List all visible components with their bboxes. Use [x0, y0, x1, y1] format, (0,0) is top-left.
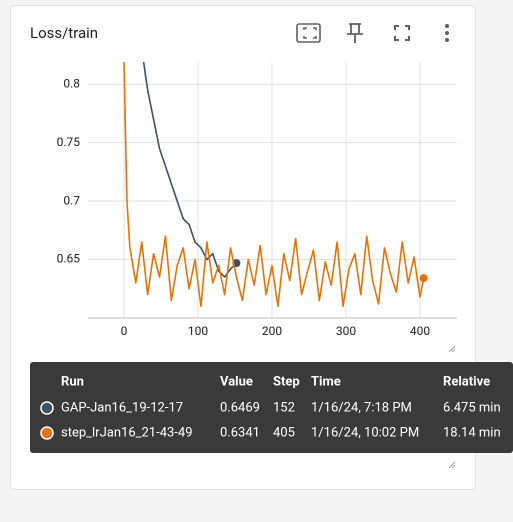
x-tick-label: 0: [121, 324, 128, 338]
line: [123, 62, 425, 308]
fit-domain-button[interactable]: [296, 23, 321, 43]
y-tick-label: 0.75: [57, 135, 81, 149]
resize-handle[interactable]: [448, 345, 456, 353]
y-tick-label: 0.8: [63, 76, 80, 90]
pin-button[interactable]: [347, 23, 363, 43]
x-tick-label: 400: [410, 324, 430, 338]
more-button[interactable]: [445, 24, 449, 42]
tooltip-header: Step: [273, 374, 300, 389]
x-tick-label: 300: [336, 324, 356, 338]
y-tick-label: 0.65: [57, 252, 81, 266]
plot: 0.65 0.7 0.75 0.8 0 100 200 300 400: [57, 62, 457, 338]
legend-swatch: [40, 426, 54, 440]
relative: 18.14 min: [443, 425, 501, 440]
run-name: step_lrJan16_21-43-49: [61, 425, 193, 440]
legend-swatch: [40, 401, 54, 415]
card-title: Loss/train: [30, 24, 98, 42]
x-tick-label: 200: [262, 324, 282, 338]
tooltip-header: Run: [61, 374, 84, 389]
value: 0.6341: [220, 425, 260, 440]
tooltip: Run Value Step Time Relative GAP-Jan16_1…: [30, 362, 513, 453]
tooltip-header: Time: [311, 374, 341, 389]
relative: 6.475 min: [443, 400, 501, 415]
step: 405: [273, 425, 295, 440]
run-name: GAP-Jan16_19-12-17: [61, 400, 183, 415]
time: 1/16/24, 7:18 PM: [311, 400, 412, 415]
series: [123, 62, 425, 308]
step: 152: [273, 400, 295, 415]
y-tick-label: 0.7: [63, 193, 80, 207]
tooltip-header: Relative: [443, 374, 490, 389]
resize-handle[interactable]: [448, 461, 456, 469]
x-tick-label: 100: [188, 324, 208, 338]
tooltip-header: Value: [220, 374, 253, 389]
fullscreen-button[interactable]: [394, 25, 410, 41]
value: 0.6469: [220, 400, 260, 415]
time: 1/16/24, 10:02 PM: [311, 425, 419, 440]
end-point: [419, 274, 428, 283]
tooltip-box: [30, 362, 513, 453]
